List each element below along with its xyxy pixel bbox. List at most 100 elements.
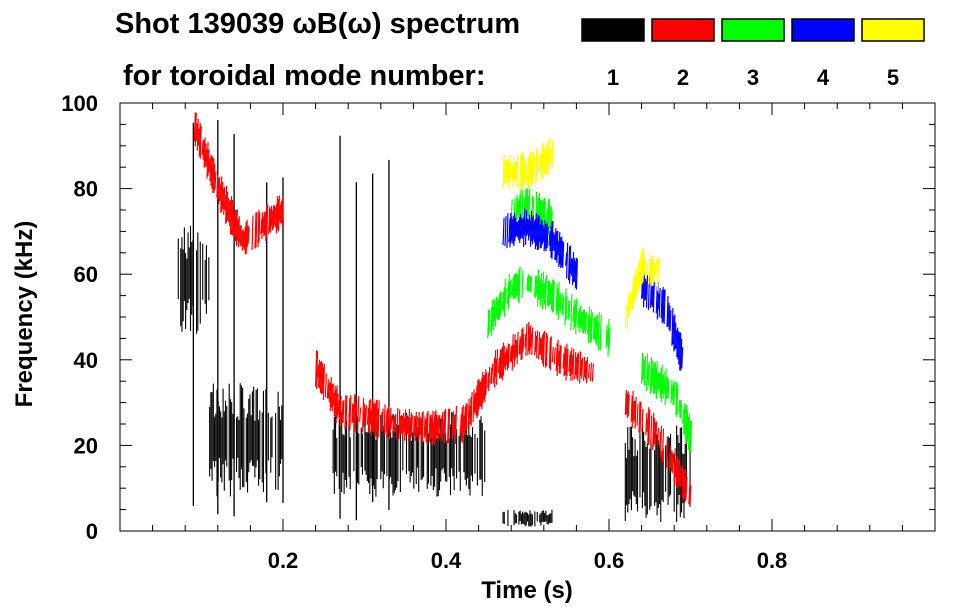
mode-3-track-point: [512, 274, 515, 299]
mode-2-track-point: [447, 408, 450, 444]
mode-4-track-point: [509, 212, 512, 248]
mode-3-track-point: [664, 368, 667, 406]
mode-4-track-point: [566, 242, 569, 279]
mode-2-track-point: [505, 350, 508, 366]
mode-2-track-point: [569, 351, 572, 377]
mode-2-track-point: [368, 399, 371, 435]
mode-2-track-point: [580, 359, 583, 377]
mode-2-track-point: [658, 431, 662, 449]
mode-2-track-point: [519, 336, 522, 355]
mode-2-track-point: [216, 174, 219, 198]
mode-2-track-point: [251, 215, 254, 251]
mode-3-track-point: [657, 372, 660, 391]
mode-2-track-point: [631, 391, 634, 429]
mode-2-track-point: [383, 404, 386, 437]
mode-2-track-point: [272, 205, 276, 228]
mode-4-track-point: [565, 252, 568, 266]
mode-4-track-point: [522, 208, 526, 248]
mode-2-track-point: [204, 143, 207, 167]
mode-2-track-point: [398, 409, 401, 440]
mode-2-track-point: [196, 118, 199, 151]
mode-5-track-point: [633, 277, 636, 302]
mode-3-track-point: [541, 271, 545, 310]
mode-2-track-point: [520, 328, 523, 360]
mode-4-track-point: [543, 220, 546, 252]
mode-2-track-point: [632, 400, 635, 421]
mode-2-track-point: [633, 401, 636, 423]
mode-2-track-point: [210, 155, 213, 186]
mode-2-track-point: [487, 372, 490, 389]
mode-3-track-point: [506, 282, 509, 304]
mode-2-track-point: [265, 204, 268, 241]
mode-2-track-point: [684, 470, 687, 503]
mode-2-track-point: [406, 416, 410, 434]
mode-3-track-point: [552, 281, 555, 313]
mode-2-track-point: [194, 113, 197, 147]
mode-2-track-point: [437, 414, 440, 440]
mode-3-track-point: [504, 288, 507, 305]
mode-2-track-point: [227, 200, 231, 222]
mode-2-track-point: [549, 336, 552, 371]
mode-5-track-point: [516, 154, 519, 189]
mode-2-track-point: [527, 321, 530, 356]
mode-5-track-point: [655, 259, 658, 287]
mode-5-track-point: [629, 293, 632, 311]
mode-4-track-point: [541, 225, 544, 245]
mode-2-track-point: [429, 414, 432, 443]
mode-4-track-point: [510, 216, 513, 244]
mode-2-track-point: [685, 476, 688, 501]
mode-2-track-point: [374, 399, 377, 437]
mode-2-track-point: [531, 327, 534, 355]
mode-2-track-point: [653, 418, 656, 447]
mode-2-track-point: [571, 355, 574, 374]
mode-2-track-point: [396, 408, 399, 440]
mode-2-track-point: [577, 352, 580, 382]
mode-3-track-point: [548, 205, 551, 230]
mode-2-track-point: [665, 437, 668, 468]
mode-5-series: [502, 138, 660, 330]
mode-4-track-point: [662, 289, 665, 322]
mode-2-track-point: [454, 405, 458, 444]
mode-2-track-point: [518, 338, 521, 355]
mode-2-track-point: [419, 419, 422, 436]
mode-2-track-point: [467, 398, 470, 430]
mode-5-track-point: [635, 268, 638, 298]
mode-2-track-point: [242, 231, 245, 247]
mode-5-track-point: [525, 162, 529, 181]
mode-4-track-point: [519, 214, 522, 243]
mode-2-track-point: [315, 351, 319, 390]
mode-3-track-point: [667, 380, 670, 399]
mode-4-track-point: [645, 274, 649, 308]
mode-4-track-point: [675, 329, 678, 349]
mode-4-track-point: [676, 327, 679, 358]
mode-2-series: [193, 112, 692, 506]
mode-4-track-point: [557, 240, 560, 256]
mode-5-track-point: [504, 158, 507, 185]
mode-3-track-point: [539, 272, 543, 307]
mode-4-track-point: [516, 221, 519, 237]
mode-2-track-point: [335, 385, 338, 424]
mode-5-track-point: [652, 261, 655, 282]
mode-3-track-point: [682, 408, 685, 424]
mode-2-track-point: [322, 364, 326, 401]
mode-2-track-point: [507, 343, 510, 369]
mode-3-track-point: [503, 278, 506, 317]
mode-4-track-point: [522, 217, 525, 239]
mode-3-track-point: [653, 362, 656, 395]
mode-5-track-point: [541, 142, 544, 180]
mode-2-track-point: [207, 149, 210, 177]
mode-5-track-point: [656, 257, 660, 291]
mode-2-track-point: [424, 419, 427, 437]
mode-2-track-point: [269, 208, 272, 232]
mode-2-track-point: [276, 198, 280, 230]
mode-5-track-point: [634, 270, 637, 303]
mode-2-track-point: [371, 403, 374, 432]
mode-2-track-point: [478, 381, 481, 410]
legend-label-mode-3: 3: [747, 65, 759, 90]
mode-2-track-point: [266, 204, 269, 240]
mode-2-track-point: [349, 395, 352, 431]
mode-2-track-point: [394, 414, 397, 433]
mode-3-track-point: [544, 274, 548, 310]
mode-3-track-point: [678, 399, 681, 413]
mode-2-track-point: [587, 363, 591, 379]
